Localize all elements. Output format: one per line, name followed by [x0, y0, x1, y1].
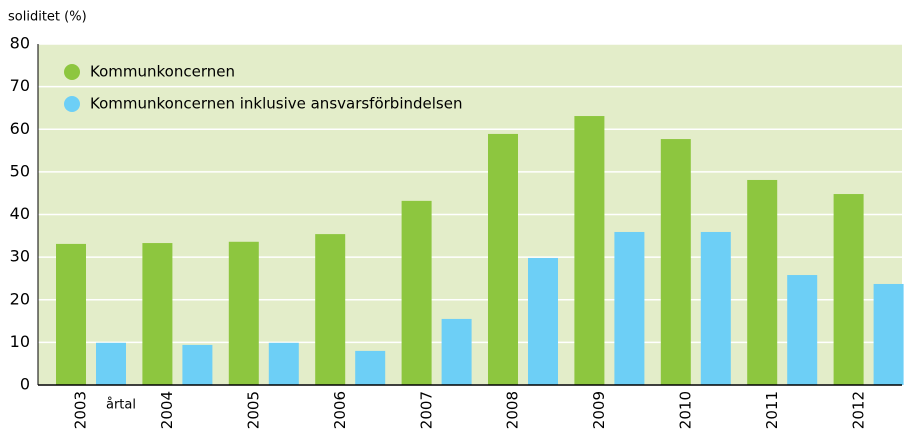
y-tick-label: 80 [10, 34, 30, 53]
x-tick-label: 2007 [417, 391, 435, 429]
x-tick-label: 2006 [331, 391, 349, 429]
bar [747, 179, 778, 385]
bar [96, 342, 126, 385]
x-tick-label: 2010 [677, 391, 695, 429]
x-tick-label: 2004 [158, 391, 176, 429]
bar [268, 342, 299, 385]
bar [315, 234, 346, 385]
y-tick-label: 30 [10, 247, 30, 266]
bar [873, 283, 904, 385]
x-tick-label: 2012 [849, 391, 867, 429]
legend-label: Kommunkoncernen inklusive ansvarsförbind… [90, 95, 462, 113]
bar [787, 275, 818, 385]
y-tick-label: 0 [20, 375, 30, 394]
x-tick-label: 2009 [590, 391, 608, 429]
y-tick-label: 50 [10, 161, 30, 180]
x-tick-label: 2005 [245, 391, 263, 429]
bar [614, 231, 645, 385]
bar [142, 243, 173, 385]
x-tick-label: 2008 [504, 391, 522, 429]
bar [528, 257, 558, 385]
bar [700, 231, 731, 385]
y-tick-label: 10 [10, 332, 30, 351]
x-tick-label: 2003 [72, 391, 90, 429]
bar [441, 318, 472, 385]
bar [56, 243, 86, 385]
legend-label: Kommunkoncernen [90, 63, 235, 81]
y-tick-label: 60 [10, 119, 30, 138]
bar [488, 133, 518, 385]
x-axis-label: årtal [106, 398, 136, 413]
y-axis-label: soliditet (%) [8, 10, 87, 25]
bar [228, 241, 259, 385]
bar [574, 116, 605, 385]
bar [833, 194, 864, 385]
bar [182, 344, 213, 385]
y-tick-label: 40 [10, 204, 30, 223]
bar [660, 139, 691, 385]
bar [355, 350, 386, 385]
y-tick-label: 20 [10, 289, 30, 308]
legend-swatch [64, 96, 80, 112]
y-tick-label: 70 [10, 76, 30, 95]
legend-swatch [64, 64, 80, 80]
bar [401, 200, 432, 385]
x-tick-label: 2011 [763, 391, 781, 429]
